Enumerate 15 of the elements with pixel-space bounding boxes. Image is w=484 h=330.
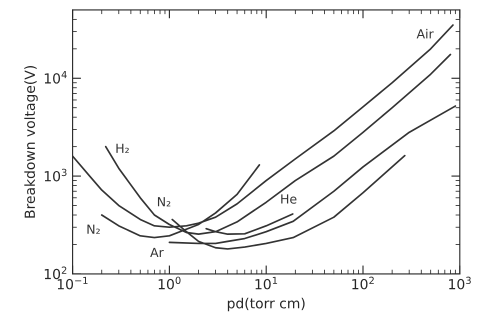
x-axis-title: pd(torr cm) bbox=[228, 298, 305, 312]
series-label: N₂ bbox=[87, 224, 100, 234]
y-tick-label: 10$^{2}$ bbox=[44, 266, 66, 280]
legend-label: Air bbox=[416, 28, 434, 38]
series-label: He bbox=[281, 194, 296, 204]
x-tick-label: 10$^{2}$ bbox=[352, 276, 374, 290]
series-label: H₂ bbox=[116, 144, 129, 153]
y-tick-label: 10$^{4}$ bbox=[44, 71, 67, 84]
series-label: Ar bbox=[150, 248, 164, 257]
y-tick-label: 10$^{3}$ bbox=[44, 168, 67, 182]
y-axis-title: Breakdown voltage(V) bbox=[24, 66, 38, 218]
series-label: N₂ bbox=[158, 197, 170, 206]
x-tick-label: 10$^{3}$ bbox=[449, 276, 471, 290]
x-tick-label: 10$^{0}$ bbox=[158, 276, 181, 290]
x-tick-label: 10$^{1}$ bbox=[256, 276, 278, 290]
